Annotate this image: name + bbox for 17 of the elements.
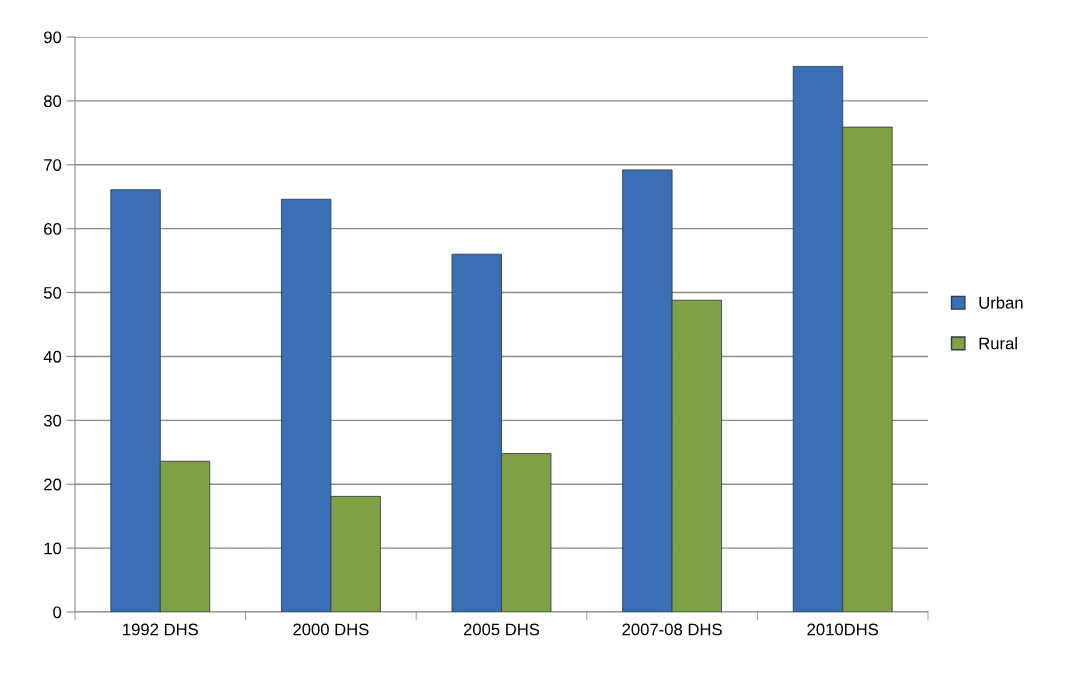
y-tick-label: 20 bbox=[44, 478, 62, 491]
y-tick-label: 0 bbox=[53, 606, 62, 619]
y-tick-label: 90 bbox=[44, 31, 62, 44]
y-tick-label: 40 bbox=[43, 350, 62, 363]
y-tick-label: 30 bbox=[43, 414, 62, 427]
x-tick-label: 1992 DHS bbox=[123, 623, 198, 636]
x-tick-label: 2005 DHS bbox=[463, 623, 540, 636]
y-tick-label: 60 bbox=[44, 223, 62, 235]
x-tick-label: 2000 DHS bbox=[293, 623, 369, 636]
y-tick-label: 10 bbox=[44, 542, 62, 555]
y-tick-label: 70 bbox=[44, 159, 62, 171]
y-tick-label: 80 bbox=[43, 95, 62, 108]
y-tick-label: 50 bbox=[43, 286, 62, 299]
x-tick-label: 2007-08 DHS bbox=[622, 623, 722, 636]
x-tick-label: 2010DHS bbox=[807, 623, 879, 636]
legend-label: Urban bbox=[979, 296, 1023, 309]
legend-label: Rural bbox=[979, 337, 1017, 350]
